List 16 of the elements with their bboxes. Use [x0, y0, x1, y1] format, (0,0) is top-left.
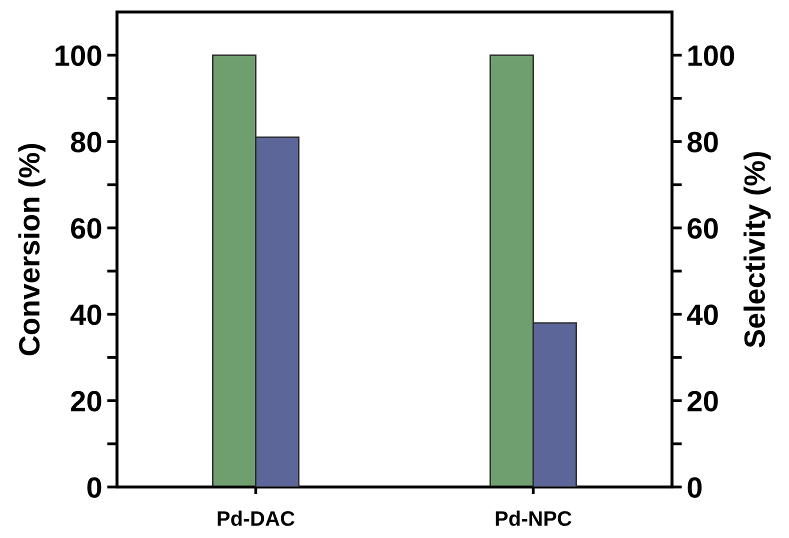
y-axis-title: Conversion (%) [18, 144, 46, 356]
y2-tick-label: 60 [688, 218, 718, 239]
y-tick-label: 100 [56, 45, 102, 66]
y2-tick-label: 40 [687, 304, 718, 326]
x-tick-label: Pd-NPC [496, 510, 572, 526]
y2-tick-label: 100 [688, 45, 734, 66]
y2-tick-label: 20 [688, 390, 718, 412]
y-tick-label: 60 [71, 218, 102, 239]
y2-tick-label: 80 [688, 132, 718, 152]
y2-tick-label: 0 [688, 477, 702, 498]
y-tick-label: 0 [87, 477, 102, 498]
x-tick-label: Pd-DAC [218, 510, 295, 526]
y-tick-label: 20 [70, 390, 102, 412]
y2-axis-title: Selectivity (%) [744, 152, 771, 348]
y-tick-label: 80 [70, 132, 102, 152]
y-tick-label: 40 [70, 304, 102, 326]
